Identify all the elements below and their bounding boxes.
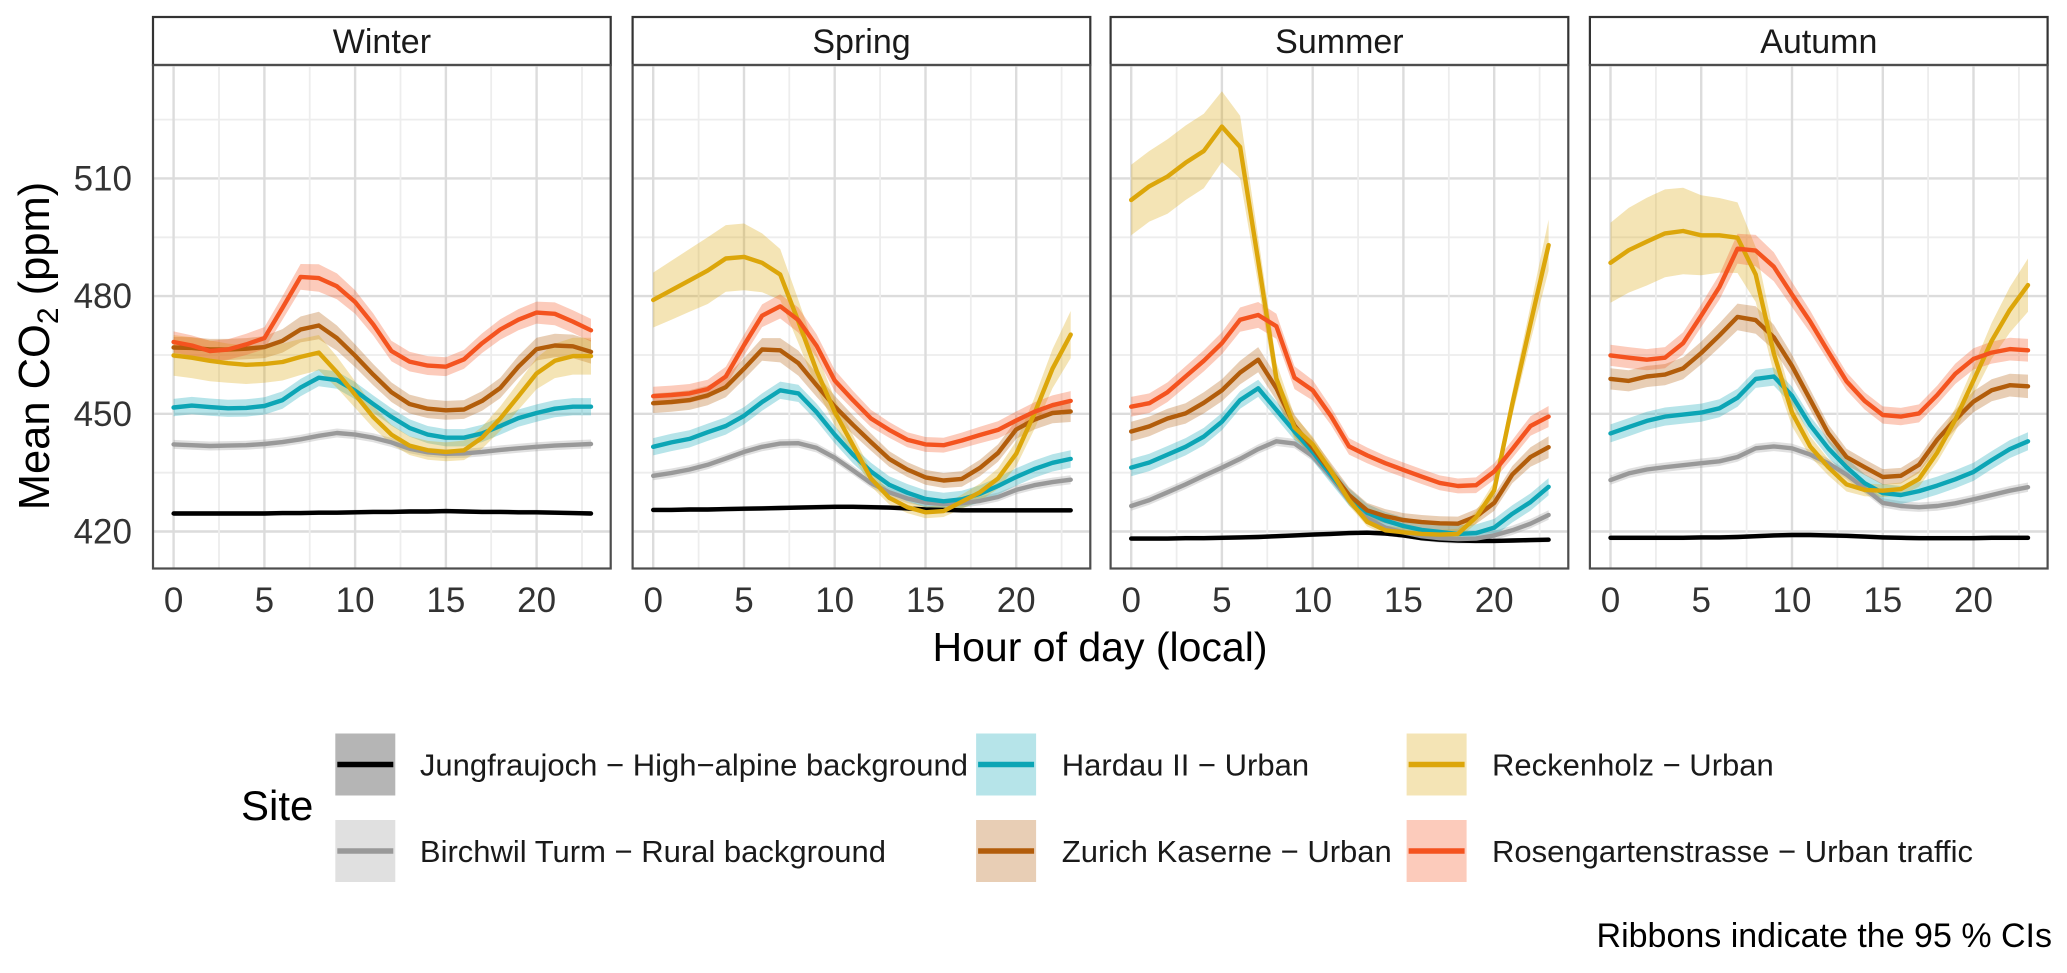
svg-text:450: 450 [74, 395, 132, 434]
svg-text:0: 0 [1121, 581, 1140, 620]
svg-text:5: 5 [1691, 581, 1710, 620]
svg-text:10: 10 [336, 581, 375, 620]
svg-text:Rosengartenstrasse − Urban tra: Rosengartenstrasse − Urban traffic [1492, 834, 1973, 869]
svg-text:Summer: Summer [1275, 23, 1403, 61]
svg-text:Hour of day (local): Hour of day (local) [933, 624, 1268, 670]
svg-text:480: 480 [74, 277, 132, 316]
svg-text:Hardau II − Urban: Hardau II − Urban [1062, 748, 1309, 783]
svg-text:Ribbons indicate the 95 % CIs: Ribbons indicate the 95 % CIs [1597, 917, 2052, 955]
svg-text:Winter: Winter [333, 23, 431, 61]
svg-text:10: 10 [815, 581, 854, 620]
svg-text:5: 5 [734, 581, 753, 620]
svg-text:20: 20 [517, 581, 556, 620]
svg-text:20: 20 [997, 581, 1036, 620]
svg-text:0: 0 [1601, 581, 1620, 620]
svg-text:0: 0 [643, 581, 662, 620]
svg-text:5: 5 [1212, 581, 1231, 620]
svg-text:510: 510 [74, 159, 132, 198]
svg-text:420: 420 [74, 513, 132, 552]
svg-text:10: 10 [1773, 581, 1812, 620]
svg-text:15: 15 [1384, 581, 1423, 620]
svg-text:Site: Site [241, 782, 313, 829]
svg-text:Jungfraujoch − High−alpine bac: Jungfraujoch − High−alpine background [420, 748, 968, 783]
svg-text:Spring: Spring [812, 23, 910, 61]
svg-text:5: 5 [255, 581, 274, 620]
svg-text:0: 0 [164, 581, 183, 620]
svg-text:Birchwil Turm − Rural backgrou: Birchwil Turm − Rural background [420, 834, 886, 869]
svg-text:Reckenholz − Urban: Reckenholz − Urban [1492, 748, 1774, 783]
svg-text:20: 20 [1954, 581, 1993, 620]
svg-text:20: 20 [1475, 581, 1514, 620]
svg-text:Zurich Kaserne − Urban: Zurich Kaserne − Urban [1062, 834, 1392, 869]
svg-text:Mean CO2 (ppm): Mean CO2 (ppm) [11, 182, 65, 511]
svg-text:15: 15 [906, 581, 945, 620]
svg-text:10: 10 [1293, 581, 1332, 620]
svg-text:Autumn: Autumn [1760, 23, 1877, 61]
svg-text:15: 15 [426, 581, 465, 620]
svg-text:15: 15 [1863, 581, 1902, 620]
